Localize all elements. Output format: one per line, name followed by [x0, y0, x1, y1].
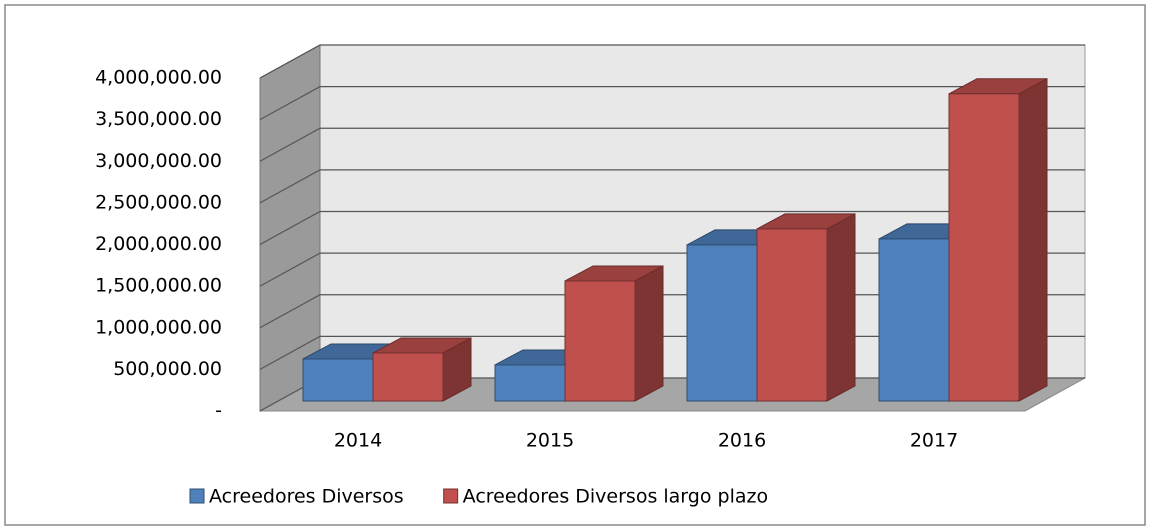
x-tick-label: 2015 — [526, 430, 574, 452]
bar-side — [634, 265, 664, 402]
legend-label: Acreedores Diversos — [209, 486, 404, 508]
grid-line — [259, 210, 1085, 246]
y-tick-label: 500,000.00 — [113, 358, 222, 380]
grid-line — [259, 127, 1085, 162]
grid-line — [259, 44, 1085, 79]
y-tick-label: 3,500,000.00 — [95, 108, 222, 130]
y-tick-label: 1,500,000.00 — [95, 275, 222, 297]
bar-side — [826, 213, 856, 402]
grid-line — [259, 86, 1085, 121]
bar — [372, 352, 444, 402]
y-tick-label: 1,000,000.00 — [95, 316, 222, 338]
legend-swatch — [443, 488, 459, 504]
x-tick-label: 2014 — [334, 430, 382, 452]
y-tick-label: - — [215, 400, 222, 422]
x-tick-label: 2016 — [718, 430, 766, 452]
legend-label: Acreedores Diversos largo plazo — [463, 486, 768, 508]
bar — [756, 228, 828, 402]
bar — [302, 358, 374, 402]
bar — [686, 244, 758, 402]
bar-side — [1018, 77, 1048, 402]
bar — [948, 93, 1020, 402]
bar — [494, 364, 566, 402]
x-tick-label: 2017 — [910, 430, 958, 452]
legend-swatch — [189, 488, 205, 504]
bar — [564, 280, 636, 402]
grid-line — [259, 169, 1085, 204]
y-tick-label: 2,500,000.00 — [95, 191, 222, 213]
y-tick-label: 2,000,000.00 — [95, 233, 222, 255]
y-tick-label: 4,000,000.00 — [95, 67, 222, 89]
y-tick-label: 3,000,000.00 — [95, 150, 222, 172]
bar — [878, 238, 950, 402]
